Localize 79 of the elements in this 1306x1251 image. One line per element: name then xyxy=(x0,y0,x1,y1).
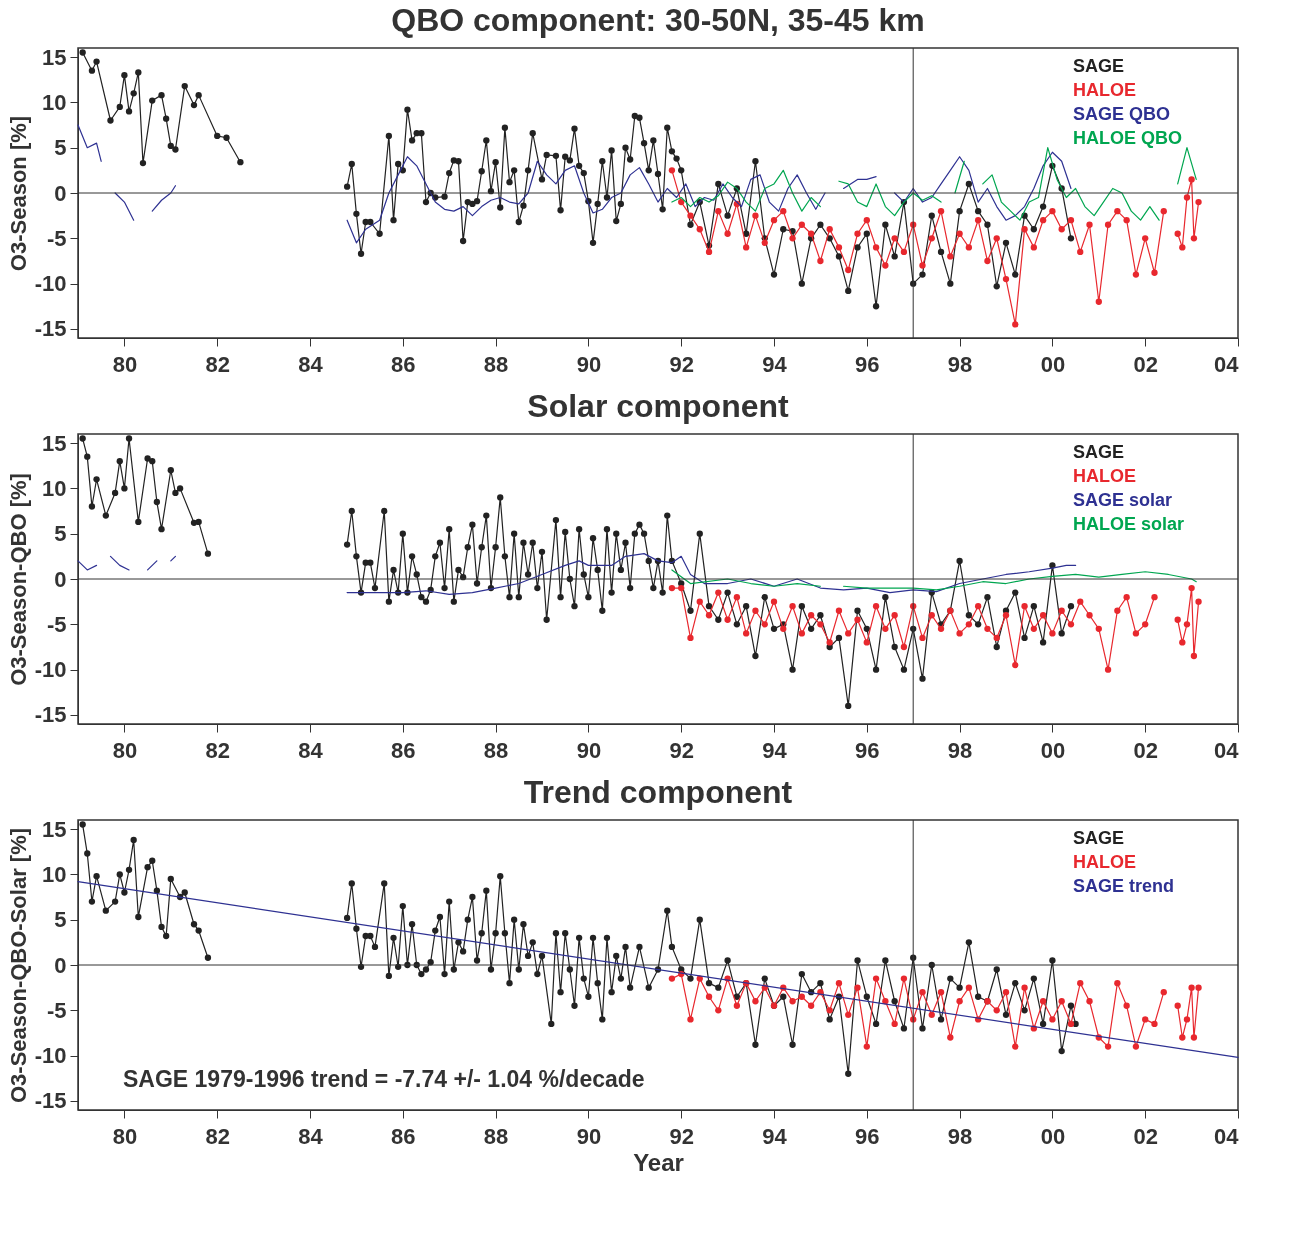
y-tick-label: -15 xyxy=(34,702,67,728)
y-tick-label: 0 xyxy=(54,566,67,592)
x-tick-label: 86 xyxy=(391,1123,416,1149)
x-tick-label: 94 xyxy=(762,737,788,763)
y-axis-title: O3-Season [%] xyxy=(5,115,31,272)
y-tick-label: 10 xyxy=(42,861,67,887)
x-tick-label: 86 xyxy=(391,737,416,763)
x-tick-label: 92 xyxy=(669,737,694,763)
y-tick-label: 0 xyxy=(54,952,67,978)
y-tick-label: -5 xyxy=(46,611,67,637)
x-tick-label: 98 xyxy=(947,351,973,377)
x-tick-label: 04 xyxy=(1214,737,1240,763)
x-tick-label: 86 xyxy=(391,351,416,377)
chart-title: QBO component: 30-50N, 35-45 km xyxy=(391,2,925,39)
x-tick-label: 80 xyxy=(112,737,138,763)
x-tick-label: 02 xyxy=(1133,737,1158,763)
text: SAGE xyxy=(1073,56,1125,76)
x-tick-label: 02 xyxy=(1133,351,1158,377)
x-tick-label: 90 xyxy=(576,737,602,763)
annotation: SAGE 1979-1996 trend = -7.74 +/- 1.04 %/decade xyxy=(123,1066,645,1092)
x-tick-label: 96 xyxy=(855,1123,880,1149)
chart-title: Trend component xyxy=(523,774,793,811)
x-tick-label: 88 xyxy=(483,1123,509,1149)
x-tick-label: 00 xyxy=(1040,351,1066,377)
x-tick-label: 00 xyxy=(1040,737,1066,763)
text: SAGE xyxy=(1073,442,1125,462)
x-tick-label: 88 xyxy=(483,737,509,763)
x-tick-label: 98 xyxy=(947,737,973,763)
x-tick-label: 80 xyxy=(112,1123,138,1149)
y-axis-title: O3-Season-QBO-Solar [%] xyxy=(5,827,31,1104)
y-tick-label: 10 xyxy=(42,89,67,115)
x-tick-label: 04 xyxy=(1214,351,1240,377)
x-tick-label: 96 xyxy=(855,737,880,763)
x-tick-label: 84 xyxy=(298,1123,324,1149)
x-tick-label: 00 xyxy=(1040,1123,1066,1149)
chart-title: Solar component xyxy=(527,388,790,425)
x-tick-label: 82 xyxy=(205,737,230,763)
text: SAGE xyxy=(1073,828,1125,848)
series-label: SAGE QBO xyxy=(1073,104,1171,124)
x-tick-label: 04 xyxy=(1214,1123,1240,1149)
text: SAGE trend xyxy=(1073,876,1175,896)
x-tick-label: 88 xyxy=(483,351,509,377)
x-tick-label: 82 xyxy=(205,1123,230,1149)
y-tick-label: -10 xyxy=(34,271,67,297)
y-tick-label: -10 xyxy=(34,1043,67,1069)
x-tick-label: 82 xyxy=(205,351,230,377)
x-tick-label: 80 xyxy=(112,351,138,377)
y-tick-label: 15 xyxy=(42,816,67,842)
x-tick-label: 94 xyxy=(762,351,788,377)
y-tick-label: -5 xyxy=(46,997,67,1023)
x-tick-label: 84 xyxy=(298,737,324,763)
y-tick-label: 0 xyxy=(54,180,67,206)
text: HALOE xyxy=(1073,466,1136,486)
y-tick-label: 5 xyxy=(54,521,67,547)
x-tick-label: 90 xyxy=(576,351,602,377)
y-tick-label: 15 xyxy=(42,44,67,70)
y-tick-label: -5 xyxy=(46,225,67,251)
x-tick-label: 92 xyxy=(669,1123,694,1149)
series-label: HALOE QBO xyxy=(1073,128,1183,148)
x-axis-title: Year xyxy=(633,1148,684,1176)
y-tick-label: -10 xyxy=(34,657,67,683)
x-tick-label: 84 xyxy=(298,351,324,377)
y-tick-label: 10 xyxy=(42,475,67,501)
x-tick-label: 96 xyxy=(855,351,880,377)
x-tick-label: 98 xyxy=(947,1123,973,1149)
x-tick-label: 94 xyxy=(762,1123,788,1149)
x-tick-label: 92 xyxy=(669,351,694,377)
y-tick-label: 5 xyxy=(54,135,67,161)
text: HALOE xyxy=(1073,852,1136,872)
x-tick-label: 02 xyxy=(1133,1123,1158,1149)
y-axis-title: O3-Season-QBO [%] xyxy=(5,473,31,686)
y-tick-label: -15 xyxy=(34,316,67,342)
y-tick-label: 5 xyxy=(54,907,67,933)
x-tick-label: 90 xyxy=(576,1123,602,1149)
y-tick-label: 15 xyxy=(42,430,67,456)
y-tick-label: -15 xyxy=(34,1088,67,1114)
text: SAGE solar xyxy=(1073,490,1173,510)
text: HALOE xyxy=(1073,80,1136,100)
text: HALOE solar xyxy=(1073,514,1185,534)
